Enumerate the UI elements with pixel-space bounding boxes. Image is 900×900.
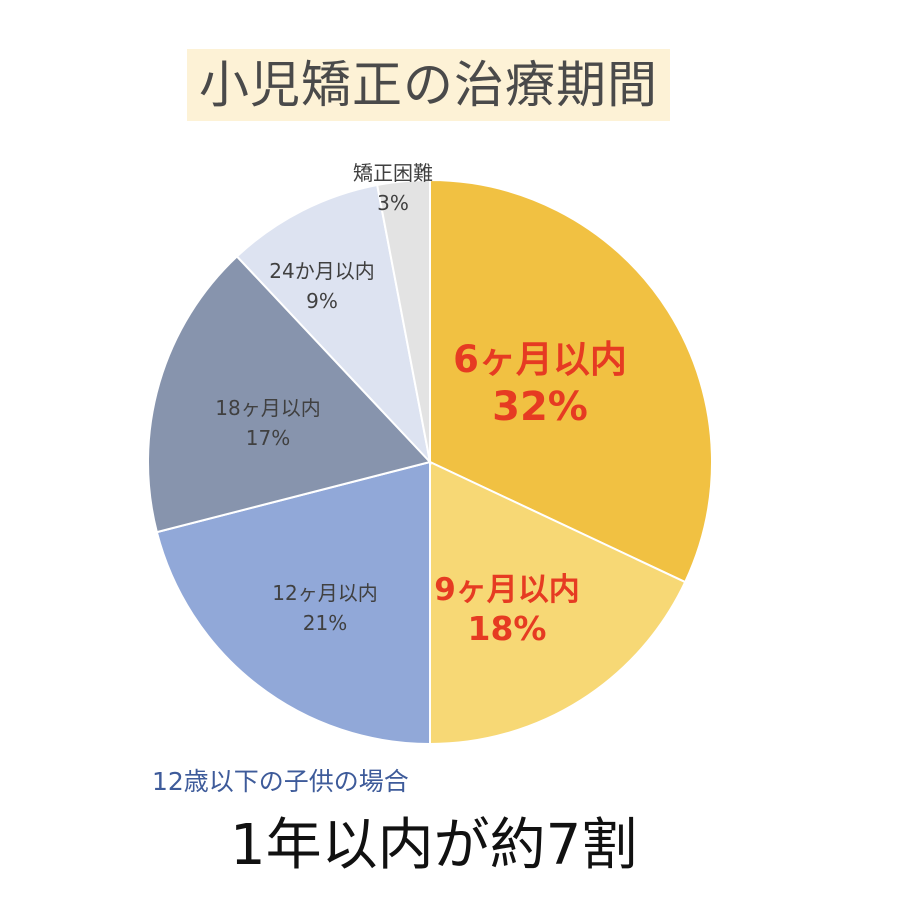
slice-label: 矯正困難	[353, 161, 433, 185]
slice-value-label: 18%	[468, 609, 547, 648]
slice-label: 24か月以内	[269, 259, 374, 283]
pie-slice	[429, 460, 687, 746]
chart-subtitle: 12歳以下の子供の場合	[152, 767, 409, 796]
slice-value-label: 3%	[377, 191, 409, 215]
pie-slice	[155, 460, 431, 746]
slice-label: 6ヶ月以内	[453, 338, 627, 381]
pie-slice	[147, 255, 432, 534]
pie-slice	[375, 178, 431, 463]
slice-value-label: 32%	[492, 384, 588, 430]
slice-label: 12ヶ月以内	[272, 581, 377, 605]
slice-value-label: 17%	[246, 426, 290, 450]
slice-label: 18ヶ月以内	[215, 396, 320, 420]
headline-summary: 1年以内が約7割	[230, 813, 638, 878]
chart-title: 小児矯正の治療期間	[187, 49, 670, 121]
pie-slice	[429, 178, 713, 584]
slice-value-label: 21%	[303, 611, 347, 635]
pie-slice	[235, 183, 432, 466]
slice-value-label: 9%	[306, 289, 338, 313]
slice-label: 9ヶ月以内	[434, 572, 580, 608]
